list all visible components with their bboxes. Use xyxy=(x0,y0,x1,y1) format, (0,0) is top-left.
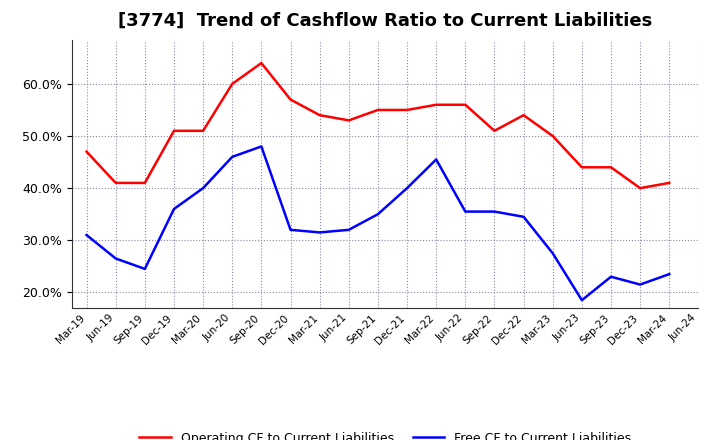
Operating CF to Current Liabilities xyxy=(374,107,382,113)
Legend: Operating CF to Current Liabilities, Free CF to Current Liabilities: Operating CF to Current Liabilities, Fre… xyxy=(135,427,636,440)
Free CF to Current Liabilities xyxy=(402,186,411,191)
Operating CF to Current Liabilities xyxy=(112,180,120,186)
Free CF to Current Liabilities xyxy=(374,212,382,217)
Free CF to Current Liabilities xyxy=(607,274,616,279)
Free CF to Current Liabilities xyxy=(519,214,528,220)
Operating CF to Current Liabilities xyxy=(461,102,469,107)
Operating CF to Current Liabilities xyxy=(199,128,207,133)
Free CF to Current Liabilities xyxy=(257,144,266,149)
Title: [3774]  Trend of Cashflow Ratio to Current Liabilities: [3774] Trend of Cashflow Ratio to Curren… xyxy=(118,12,652,30)
Free CF to Current Liabilities xyxy=(286,227,294,232)
Operating CF to Current Liabilities xyxy=(665,180,674,186)
Operating CF to Current Liabilities xyxy=(344,118,353,123)
Operating CF to Current Liabilities xyxy=(82,149,91,154)
Free CF to Current Liabilities xyxy=(199,186,207,191)
Operating CF to Current Liabilities xyxy=(228,81,237,87)
Free CF to Current Liabilities xyxy=(344,227,353,232)
Free CF to Current Liabilities xyxy=(549,251,557,256)
Free CF to Current Liabilities xyxy=(432,157,441,162)
Operating CF to Current Liabilities xyxy=(549,133,557,139)
Free CF to Current Liabilities xyxy=(461,209,469,214)
Operating CF to Current Liabilities xyxy=(432,102,441,107)
Free CF to Current Liabilities xyxy=(228,154,237,160)
Operating CF to Current Liabilities xyxy=(519,113,528,118)
Operating CF to Current Liabilities xyxy=(170,128,179,133)
Operating CF to Current Liabilities xyxy=(607,165,616,170)
Free CF to Current Liabilities xyxy=(490,209,499,214)
Operating CF to Current Liabilities xyxy=(636,186,644,191)
Free CF to Current Liabilities xyxy=(315,230,324,235)
Operating CF to Current Liabilities xyxy=(140,180,149,186)
Free CF to Current Liabilities xyxy=(82,232,91,238)
Line: Free CF to Current Liabilities: Free CF to Current Liabilities xyxy=(86,147,670,300)
Operating CF to Current Liabilities xyxy=(402,107,411,113)
Free CF to Current Liabilities xyxy=(170,206,179,212)
Operating CF to Current Liabilities xyxy=(315,113,324,118)
Free CF to Current Liabilities xyxy=(140,266,149,271)
Operating CF to Current Liabilities xyxy=(490,128,499,133)
Free CF to Current Liabilities xyxy=(636,282,644,287)
Operating CF to Current Liabilities xyxy=(577,165,586,170)
Free CF to Current Liabilities xyxy=(112,256,120,261)
Line: Operating CF to Current Liabilities: Operating CF to Current Liabilities xyxy=(86,63,670,188)
Free CF to Current Liabilities xyxy=(577,297,586,303)
Free CF to Current Liabilities xyxy=(665,271,674,277)
Operating CF to Current Liabilities xyxy=(286,97,294,102)
Operating CF to Current Liabilities xyxy=(257,60,266,66)
